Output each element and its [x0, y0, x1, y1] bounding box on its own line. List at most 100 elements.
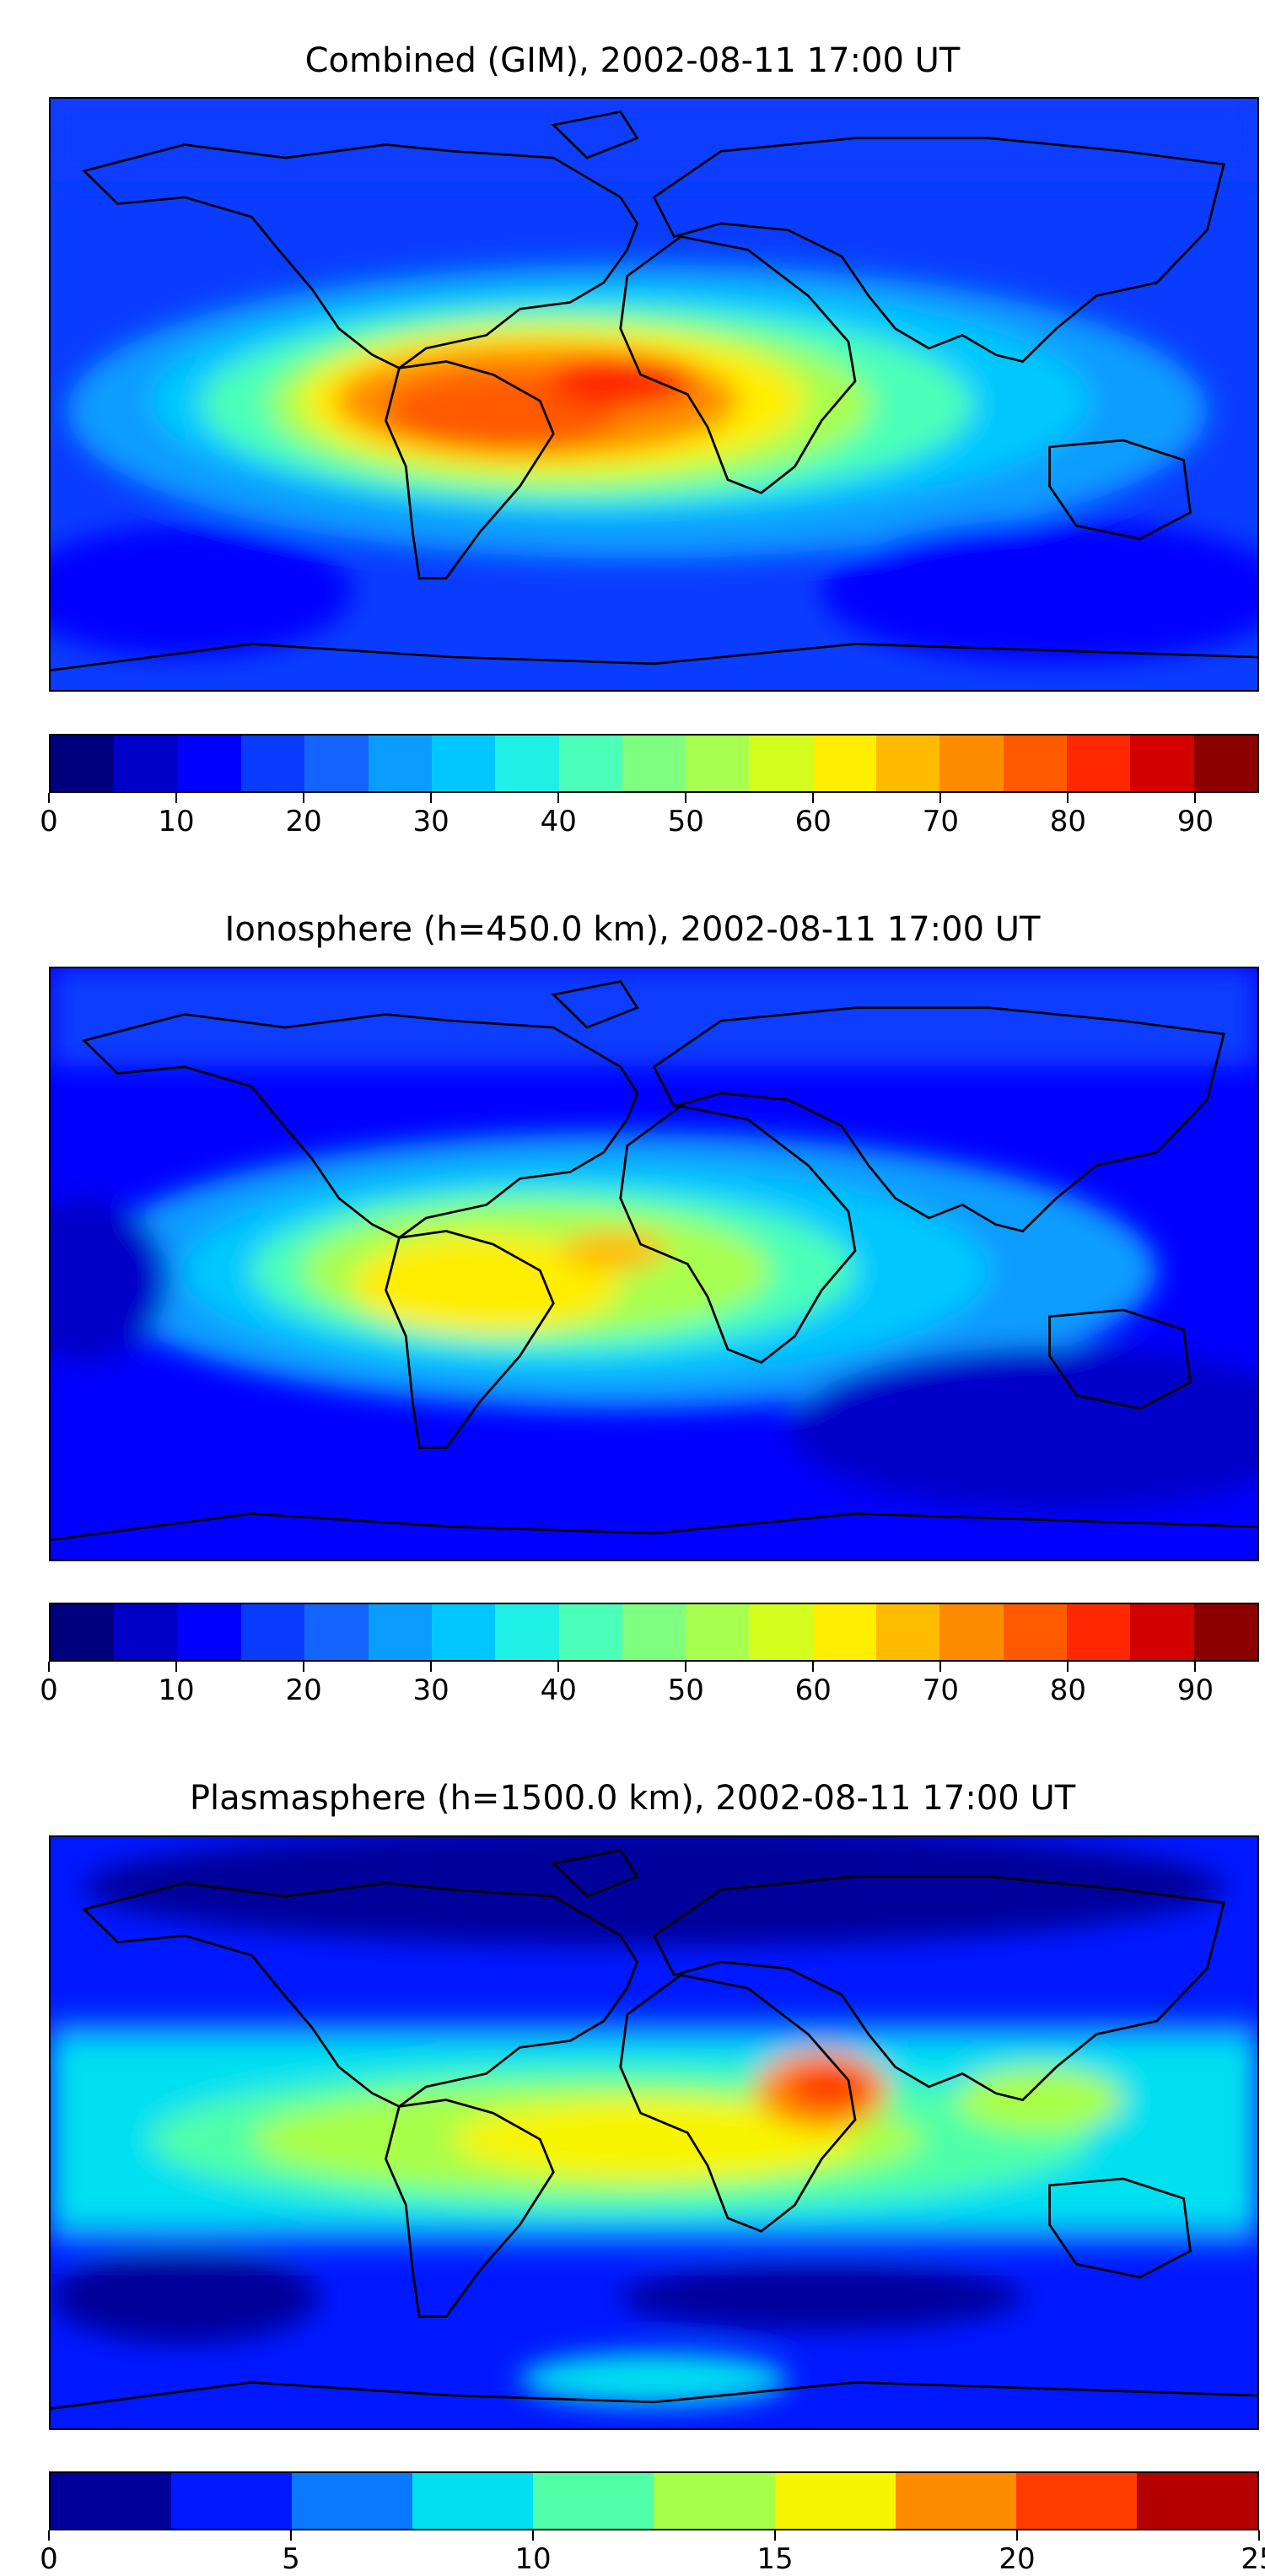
- colorbar-segment: [1003, 736, 1067, 791]
- colorbar-segment: [368, 1604, 432, 1660]
- colorbar-tick: [1194, 1662, 1197, 1672]
- colorbar-segment: [412, 2473, 534, 2529]
- colorbar-segment: [812, 1604, 877, 1660]
- colorbar-segment: [622, 736, 686, 791]
- colorbar-segment: [812, 736, 877, 791]
- colorbar-tick-label: 25: [1241, 2542, 1265, 2576]
- colorbar-tick-label: 90: [1176, 1673, 1214, 1707]
- colorbar-tick-label: 50: [667, 1673, 704, 1707]
- colorbar-segment: [749, 736, 813, 791]
- colorbar-segment: [495, 736, 559, 791]
- colorbar-tick: [303, 1662, 305, 1672]
- colorbar-tick: [774, 2530, 776, 2541]
- colorbar-segment: [1015, 2473, 1137, 2529]
- colorbar-tick: [430, 1662, 433, 1672]
- colorbar-tick: [48, 2530, 50, 2541]
- colorbar-segment: [876, 1604, 940, 1660]
- colorbar-segment: [1193, 1604, 1257, 1660]
- colorbar-tick-label: 10: [514, 2542, 552, 2576]
- colorbar-tick: [812, 793, 815, 803]
- colorbar-segment: [533, 2473, 654, 2529]
- colorbar-segment: [304, 736, 369, 791]
- coastlines: [51, 1849, 1257, 2410]
- colorbar-segment: [686, 1604, 750, 1660]
- colorbar-tick: [175, 1662, 178, 1672]
- colorbar-segment: [1130, 736, 1194, 791]
- colorbar-tick: [1016, 2530, 1018, 2541]
- colorbar-tick-label: 30: [412, 1673, 449, 1707]
- colorbar-segment: [368, 736, 432, 791]
- colorbar-segment: [240, 736, 305, 791]
- colorbar-segment: [431, 1604, 496, 1660]
- colorbar-tick-label: 80: [1049, 1673, 1087, 1707]
- colorbar-tick: [290, 2530, 292, 2541]
- panel-title-ionosphere: Ionosphere (h=450.0 km), 2002-08-11 17:0…: [224, 910, 1041, 949]
- colorbar-segment: [558, 1604, 622, 1660]
- colorbar-tick: [1067, 793, 1069, 803]
- colorbar-tick: [175, 793, 178, 803]
- colorbar-tick-label: 60: [794, 1673, 832, 1707]
- colorbar-tick: [48, 793, 50, 803]
- colorbar-tick-label: 0: [40, 2542, 58, 2576]
- colorbar-segment: [1136, 2473, 1257, 2529]
- colorbar-segment: [1130, 1604, 1194, 1660]
- coastlines: [51, 980, 1257, 1541]
- map-combined: [49, 97, 1259, 692]
- colorbar-segment: [51, 2473, 172, 2529]
- colorbar-segment: [895, 2473, 1016, 2529]
- colorbar-tick: [939, 1662, 942, 1672]
- colorbar-tick-label: 0: [40, 1673, 58, 1707]
- colorbar-tick: [430, 793, 433, 803]
- colorbar-segment: [749, 1604, 813, 1660]
- colorbar-segment: [177, 736, 241, 791]
- colorbar-segment: [495, 1604, 559, 1660]
- colorbar-tick: [48, 1662, 50, 1672]
- colorbar-segment: [654, 2473, 775, 2529]
- colorbar-tick-label: 80: [1049, 805, 1087, 838]
- colorbar-tick: [1067, 1662, 1069, 1672]
- colorbar-segment: [431, 736, 496, 791]
- colorbar-tick: [557, 1662, 560, 1672]
- colorbar-tick-label: 70: [922, 805, 959, 838]
- colorbar-segment: [939, 736, 1004, 791]
- colorbar-tick: [303, 793, 305, 803]
- panel-title-combined: Combined (GIM), 2002-08-11 17:00 UT: [304, 41, 961, 80]
- colorbar-tick-label: 10: [158, 805, 195, 838]
- colorbar-segment: [686, 736, 750, 791]
- panel-title-plasmasphere: Plasmasphere (h=1500.0 km), 2002-08-11 1…: [189, 1779, 1076, 1818]
- colorbar-segment: [1067, 736, 1131, 791]
- colorbar-tick-label: 50: [667, 805, 704, 838]
- colorbar-segment: [51, 1604, 115, 1660]
- colorbar-tick-label: 20: [285, 805, 322, 838]
- colorbar-tick-label: 10: [158, 1673, 195, 1707]
- tec-map-ionosphere: [51, 968, 1257, 1560]
- tec-map-plasmasphere: [51, 1837, 1257, 2428]
- colorbar-tick-label: 15: [756, 2542, 794, 2576]
- colorbar-tick-label: 5: [282, 2542, 300, 2576]
- colorbar-tick: [685, 793, 687, 803]
- colorbar-tick-label: 0: [40, 805, 58, 838]
- colorbar-segment: [558, 736, 622, 791]
- colorbar-tick-label: 20: [285, 1673, 322, 1707]
- colorbar-tick: [812, 1662, 815, 1672]
- colorbar-segment: [1067, 1604, 1131, 1660]
- colorbar-segment: [114, 1604, 178, 1660]
- colorbar-segment: [177, 1604, 241, 1660]
- colorbar-combined: [49, 734, 1259, 793]
- colorbar-tick: [939, 793, 942, 803]
- colorbar-ionosphere: [49, 1603, 1259, 1662]
- colorbar-tick: [685, 1662, 687, 1672]
- colorbar-tick: [532, 2530, 534, 2541]
- colorbar-tick: [1194, 793, 1197, 803]
- colorbar-segment: [304, 1604, 369, 1660]
- colorbar-segment: [939, 1604, 1004, 1660]
- colorbar-segment: [240, 1604, 305, 1660]
- colorbar-tick-label: 60: [794, 805, 832, 838]
- colorbar-segment: [292, 2473, 413, 2529]
- tec-map-combined: [51, 99, 1257, 690]
- colorbar-segment: [1003, 1604, 1067, 1660]
- colorbar-tick: [1258, 2530, 1260, 2541]
- colorbar-tick-label: 70: [922, 1673, 959, 1707]
- colorbar-tick-label: 20: [999, 2542, 1036, 2576]
- map-ionosphere: [49, 967, 1259, 1561]
